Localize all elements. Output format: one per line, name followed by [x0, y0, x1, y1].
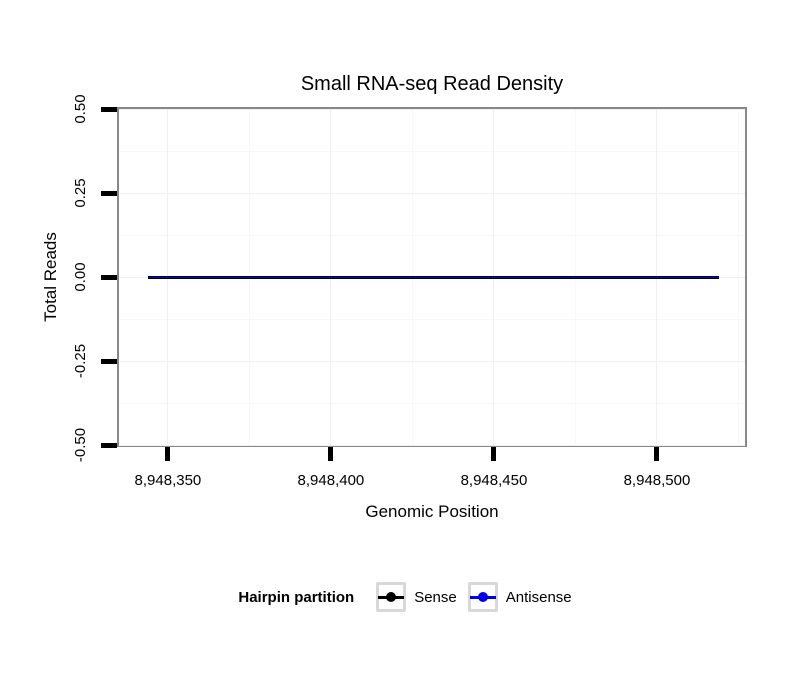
legend-item-antisense: Antisense — [467, 582, 572, 612]
sense-key-dot — [386, 592, 397, 602]
minor-gridline-horizontal — [119, 234, 745, 236]
x-tick-mark — [654, 447, 660, 461]
plot-panel — [117, 107, 747, 447]
antisense-line — [148, 276, 719, 278]
x-tick-label: 8,948,350 — [134, 472, 202, 489]
minor-gridline-horizontal — [119, 318, 745, 320]
y-tick-mark — [101, 358, 117, 364]
y-tick-mark — [101, 106, 117, 112]
minor-gridline-horizontal — [119, 402, 745, 404]
x-tick-mark — [165, 447, 171, 461]
sense-line-key-icon — [376, 582, 407, 612]
x-tick-mark — [491, 447, 497, 461]
x-tick-label: 8,948,400 — [297, 472, 365, 489]
x-axis-title: Genomic Position — [365, 502, 499, 521]
y-tick-mark — [101, 190, 117, 196]
major-gridline-horizontal — [119, 108, 745, 110]
y-tick-label: 0.00 — [72, 262, 89, 292]
y-tick-label: 0.25 — [72, 178, 89, 208]
y-tick-label: -0.25 — [72, 343, 89, 379]
x-tick-label: 8,948,450 — [460, 472, 528, 489]
y-tick-label: 0.50 — [72, 94, 89, 124]
major-gridline-horizontal — [119, 360, 745, 362]
legend-title: Hairpin partition — [238, 588, 355, 606]
legend-item-sense: Sense — [376, 582, 457, 612]
chart-title: Small RNA-seq Read Density — [300, 73, 564, 95]
antisense-key-dot — [477, 592, 488, 602]
legend-item-label: Sense — [414, 588, 457, 606]
major-gridline-horizontal — [119, 444, 745, 446]
y-tick-label: -0.50 — [72, 427, 89, 463]
y-axis-title: Total Reads — [41, 232, 60, 322]
y-tick-mark — [101, 442, 117, 448]
legend: Hairpin partition Sense Antisense — [0, 582, 810, 612]
x-tick-mark — [328, 447, 334, 461]
legend-item-label: Antisense — [505, 588, 572, 606]
minor-gridline-horizontal — [119, 150, 745, 152]
y-tick-mark — [101, 274, 117, 280]
x-tick-label: 8,948,500 — [623, 472, 691, 489]
major-gridline-horizontal — [119, 192, 745, 194]
antisense-line-key-icon — [467, 582, 498, 612]
